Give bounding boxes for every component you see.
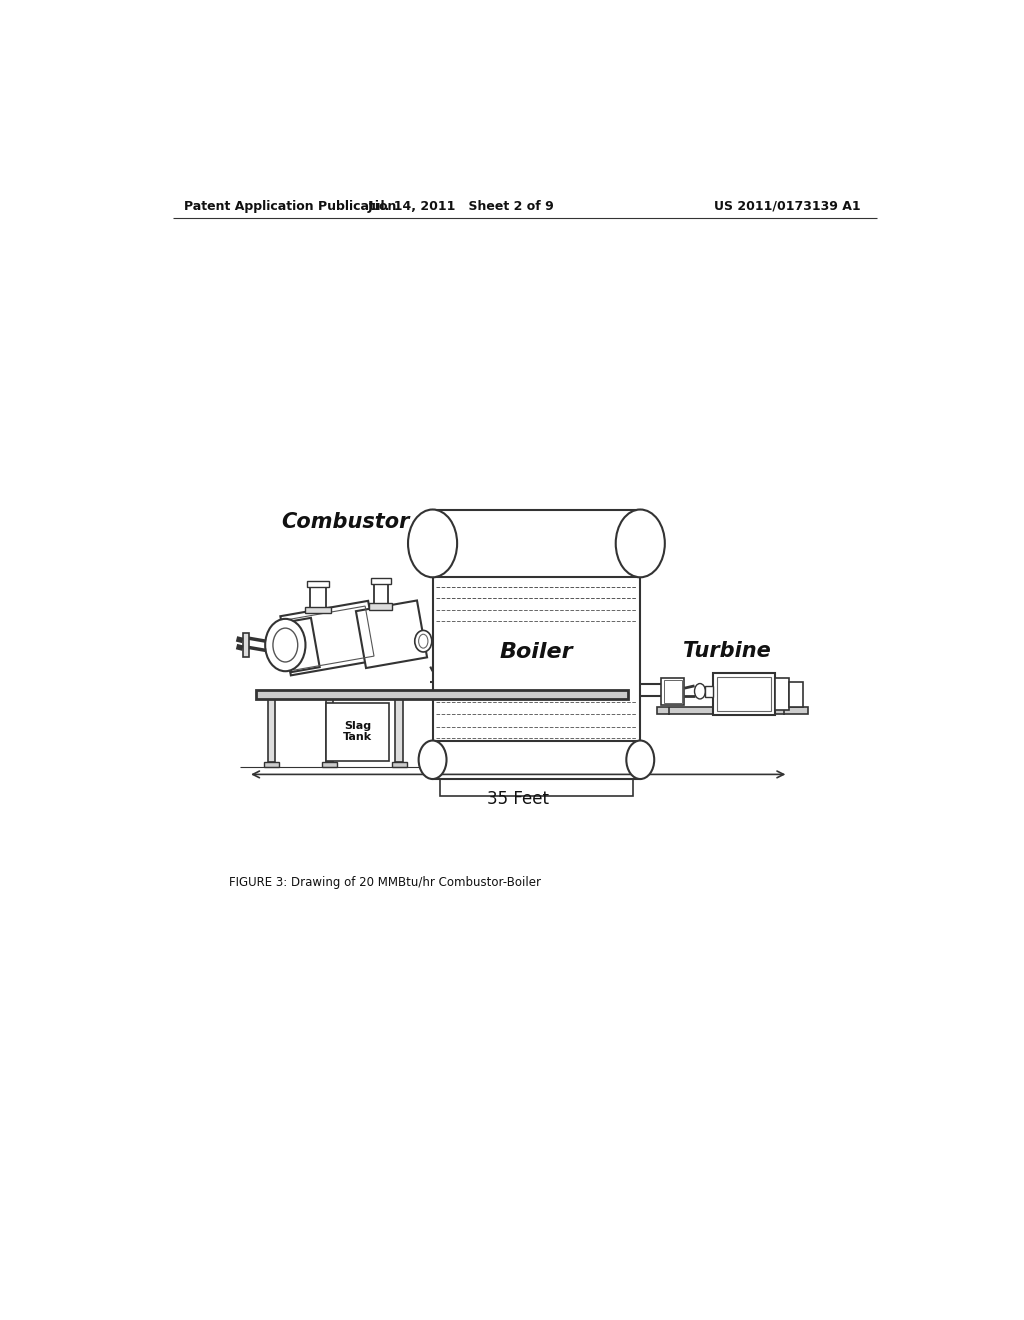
Text: US 2011/0173139 A1: US 2011/0173139 A1 [714, 199, 860, 213]
Bar [305, 607, 331, 614]
Ellipse shape [265, 619, 305, 671]
Text: Boiler: Boiler [500, 642, 573, 661]
Text: Combustor: Combustor [281, 512, 410, 532]
Bar [664, 681, 682, 702]
Ellipse shape [615, 510, 665, 577]
Bar [432, 741, 640, 779]
Bar [790, 682, 803, 706]
Bar [432, 510, 640, 577]
Bar [326, 700, 334, 762]
Bar [267, 700, 275, 762]
Bar [440, 779, 633, 796]
Bar [326, 702, 389, 760]
Ellipse shape [627, 741, 654, 779]
Ellipse shape [415, 631, 432, 652]
Bar [395, 700, 403, 762]
Bar [310, 585, 326, 610]
Bar [371, 578, 391, 585]
Bar [322, 762, 337, 767]
Text: Jul. 14, 2011   Sheet 2 of 9: Jul. 14, 2011 Sheet 2 of 9 [368, 199, 555, 213]
Polygon shape [282, 618, 319, 672]
Bar [391, 762, 407, 767]
Ellipse shape [408, 510, 457, 577]
Bar [657, 706, 809, 714]
Text: FIGURE 3: Drawing of 20 MMBtu/hr Combustor-Boiler: FIGURE 3: Drawing of 20 MMBtu/hr Combust… [228, 875, 541, 888]
Text: 35 Feet: 35 Feet [487, 789, 549, 808]
Bar [432, 572, 640, 748]
Ellipse shape [419, 741, 446, 779]
Polygon shape [356, 601, 427, 668]
Bar [717, 677, 771, 711]
Text: Turbine: Turbine [683, 642, 771, 661]
Bar [662, 678, 684, 705]
Bar [263, 762, 280, 767]
Bar [369, 603, 392, 610]
Polygon shape [281, 601, 379, 676]
Ellipse shape [694, 684, 706, 700]
Bar [706, 686, 713, 697]
Bar [256, 689, 628, 700]
Bar [374, 582, 388, 605]
Bar [243, 634, 249, 656]
Bar [713, 673, 775, 715]
Text: Slag
Tank: Slag Tank [343, 721, 372, 742]
Bar [775, 678, 790, 710]
Bar [307, 581, 329, 587]
Text: Patent Application Publication: Patent Application Publication [183, 199, 396, 213]
